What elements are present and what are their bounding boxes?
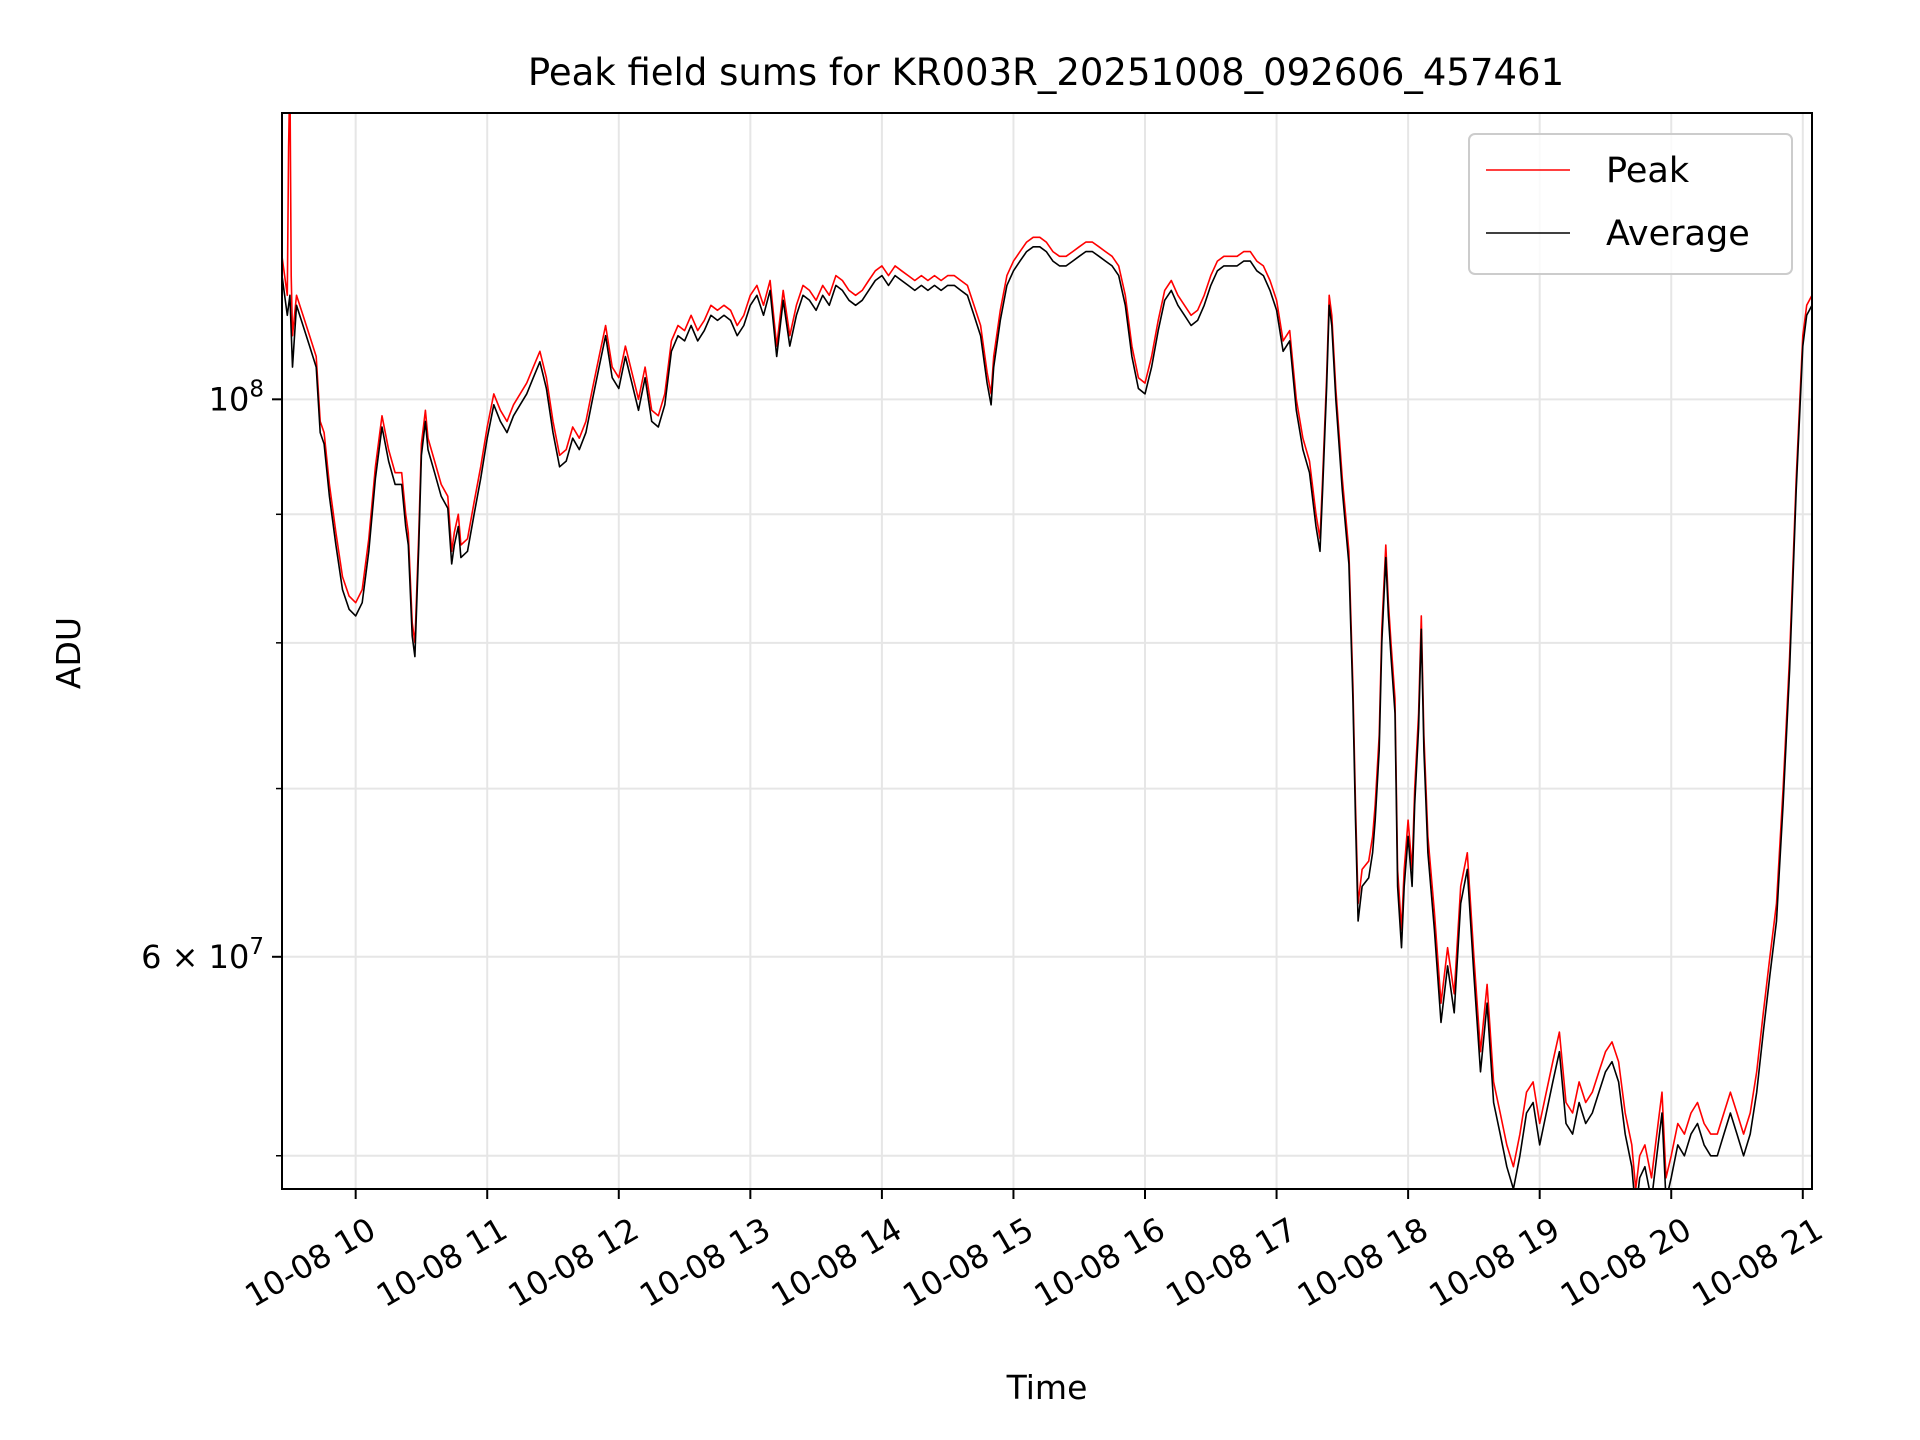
grid-lines bbox=[282, 113, 1812, 1189]
series-line-average bbox=[282, 246, 1812, 1189]
series-lines bbox=[282, 113, 1812, 1189]
y-tick-label-exponent: 8 bbox=[249, 376, 264, 402]
y-tick-label-base: 10 bbox=[209, 380, 250, 418]
plot-area bbox=[281, 112, 1813, 1190]
plot-background bbox=[282, 113, 1812, 1189]
y-tick-label: 108 bbox=[209, 376, 264, 418]
y-tick-label-base: 6 × 10 bbox=[141, 938, 249, 976]
x-axis-label: Time bbox=[1006, 1368, 1088, 1407]
y-axis: 108 6 × 107 bbox=[141, 376, 282, 1157]
y-tick-label: 6 × 107 bbox=[141, 934, 264, 976]
series-line-peak bbox=[282, 113, 1812, 1189]
plot-frame bbox=[281, 112, 1813, 1190]
legend-label-peak: Peak bbox=[1606, 151, 1690, 191]
y-tick-label-exponent: 7 bbox=[249, 934, 264, 960]
chart-title: Peak field sums for KR003R_20251008_0926… bbox=[528, 51, 1564, 94]
legend: Peak Average bbox=[1468, 133, 1793, 275]
legend-label-average: Average bbox=[1606, 214, 1750, 254]
legend-box bbox=[1468, 133, 1793, 275]
y-axis-label: ADU bbox=[49, 617, 88, 689]
